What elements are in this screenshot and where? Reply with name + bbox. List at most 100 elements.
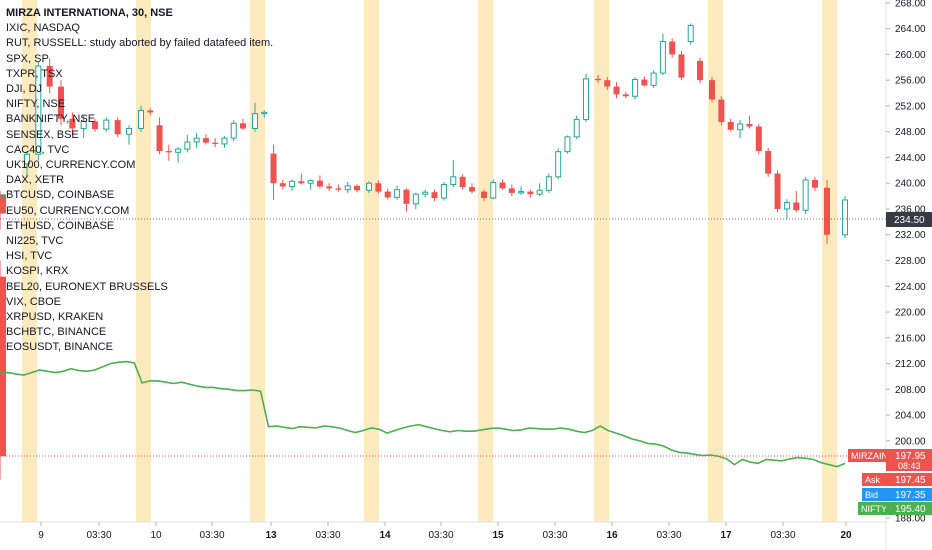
- candle-body[interactable]: [422, 191, 429, 195]
- legend-symbol[interactable]: SENSEX, BSE: [6, 128, 79, 141]
- legend-symbol[interactable]: RUT, RUSSELL: study aborted by failed da…: [6, 37, 274, 50]
- legend-symbol[interactable]: EU50, CURRENCY.COM: [6, 204, 130, 217]
- candle-body[interactable]: [564, 136, 571, 153]
- candle-body[interactable]: [697, 60, 703, 81]
- price-tag[interactable]: [886, 488, 932, 501]
- candle-body[interactable]: [499, 182, 506, 189]
- price-tag[interactable]: [886, 502, 932, 515]
- candle-body[interactable]: [595, 78, 601, 81]
- candle-body[interactable]: [783, 202, 790, 210]
- compare-line-nifty[interactable]: [0, 360, 846, 468]
- price-tag-mirzaint[interactable]: [886, 449, 932, 471]
- chart-title[interactable]: MIRZA INTERNATIONA, 30, NSE: [6, 7, 173, 19]
- candle-body[interactable]: [354, 185, 360, 191]
- candle-body[interactable]: [842, 199, 848, 236]
- candle-body[interactable]: [737, 123, 744, 131]
- candle-body[interactable]: [126, 127, 132, 135]
- candle-body[interactable]: [279, 183, 286, 187]
- candle-body[interactable]: [812, 179, 818, 188]
- candle-body[interactable]: [641, 79, 648, 86]
- candle-body[interactable]: [659, 41, 666, 74]
- legend-symbol[interactable]: KOSPI, KRX: [6, 265, 69, 278]
- candle-body[interactable]: [0, 276, 6, 457]
- legend-symbol[interactable]: BANKNIFTY, NSE: [6, 113, 96, 126]
- legend-symbol[interactable]: IXIC, NASDAQ: [6, 22, 80, 35]
- candle-body[interactable]: [678, 54, 685, 78]
- legend-symbol[interactable]: HSI, TVC: [6, 250, 53, 263]
- candle-body[interactable]: [270, 153, 277, 184]
- candle-body[interactable]: [375, 183, 382, 192]
- candle-body[interactable]: [326, 186, 333, 189]
- candle-body[interactable]: [508, 188, 515, 193]
- candle-body[interactable]: [114, 120, 121, 135]
- candle-body[interactable]: [793, 202, 800, 211]
- candle-body[interactable]: [138, 109, 144, 129]
- candle-body[interactable]: [687, 24, 694, 43]
- candle-body[interactable]: [240, 123, 246, 129]
- candle-body[interactable]: [583, 78, 589, 120]
- candle-body[interactable]: [221, 137, 228, 145]
- candle-body[interactable]: [613, 86, 620, 95]
- candle-body[interactable]: [545, 176, 552, 191]
- candle-body[interactable]: [0, 431, 6, 455]
- legend-symbol[interactable]: XRPUSD, KRAKEN: [6, 311, 104, 324]
- candle-body[interactable]: [709, 80, 715, 100]
- candle-body[interactable]: [394, 189, 401, 198]
- candle-body[interactable]: [24, 153, 30, 165]
- candle-body[interactable]: [0, 205, 6, 214]
- candle-body[interactable]: [481, 191, 487, 199]
- candle-body[interactable]: [35, 65, 42, 155]
- candle-body[interactable]: [802, 179, 809, 211]
- candle-body[interactable]: [459, 176, 466, 188]
- candle-body[interactable]: [604, 80, 611, 87]
- candle-body[interactable]: [261, 111, 268, 115]
- candle-body[interactable]: [202, 138, 209, 143]
- candle-body[interactable]: [92, 121, 98, 130]
- legend-symbol[interactable]: DJI, DJ: [6, 83, 43, 96]
- legend-symbol[interactable]: VIX, CBOE: [6, 295, 62, 308]
- candle-body[interactable]: [632, 79, 639, 97]
- candle-body[interactable]: [755, 126, 762, 152]
- candle-body[interactable]: [103, 119, 110, 130]
- legend-symbol[interactable]: NI225, TVC: [6, 235, 64, 248]
- candle-body[interactable]: [403, 189, 410, 204]
- candle-body[interactable]: [718, 99, 725, 123]
- legend-symbol[interactable]: SPX, SP: [6, 52, 49, 65]
- candle-body[interactable]: [774, 173, 781, 209]
- candle-body[interactable]: [335, 188, 342, 190]
- legend-symbol[interactable]: CAC40, TVC: [6, 143, 70, 156]
- candle-body[interactable]: [252, 113, 258, 129]
- legend-symbol[interactable]: EOSUSDT, BINANCE: [6, 341, 113, 354]
- legend-symbol[interactable]: BEL20, EURONEXT BRUSSELS: [6, 280, 168, 293]
- candle-body[interactable]: [490, 182, 497, 199]
- candle-body[interactable]: [175, 148, 182, 153]
- candle-body[interactable]: [727, 122, 734, 130]
- candle-body[interactable]: [298, 181, 305, 184]
- candle-body[interactable]: [80, 120, 87, 129]
- candle-body[interactable]: [307, 180, 314, 184]
- legend-symbol[interactable]: BCHBTC, BINANCE: [6, 326, 107, 339]
- candle-body[interactable]: [669, 41, 676, 55]
- candle-body[interactable]: [450, 176, 457, 186]
- candle-body[interactable]: [184, 141, 191, 150]
- candle-body[interactable]: [289, 180, 296, 187]
- candle-body[interactable]: [536, 189, 543, 195]
- candle-body[interactable]: [230, 122, 237, 139]
- candle-body[interactable]: [147, 110, 154, 113]
- candle-body[interactable]: [518, 191, 525, 194]
- candle-body[interactable]: [746, 123, 753, 127]
- legend-symbol[interactable]: TXPR, TSX: [6, 67, 63, 80]
- candle-body[interactable]: [469, 187, 475, 192]
- candle-body[interactable]: [440, 184, 447, 199]
- candle-body[interactable]: [384, 191, 391, 198]
- candle-body[interactable]: [69, 118, 76, 129]
- candle-body[interactable]: [622, 94, 629, 97]
- candle-body[interactable]: [765, 151, 772, 174]
- legend-symbol[interactable]: NIFTY, NSE: [6, 98, 66, 111]
- candle-body[interactable]: [58, 86, 64, 119]
- legend-symbol[interactable]: UK100, CURRENCY.COM: [6, 159, 136, 172]
- candle-body[interactable]: [412, 193, 419, 205]
- candle-body[interactable]: [46, 65, 53, 87]
